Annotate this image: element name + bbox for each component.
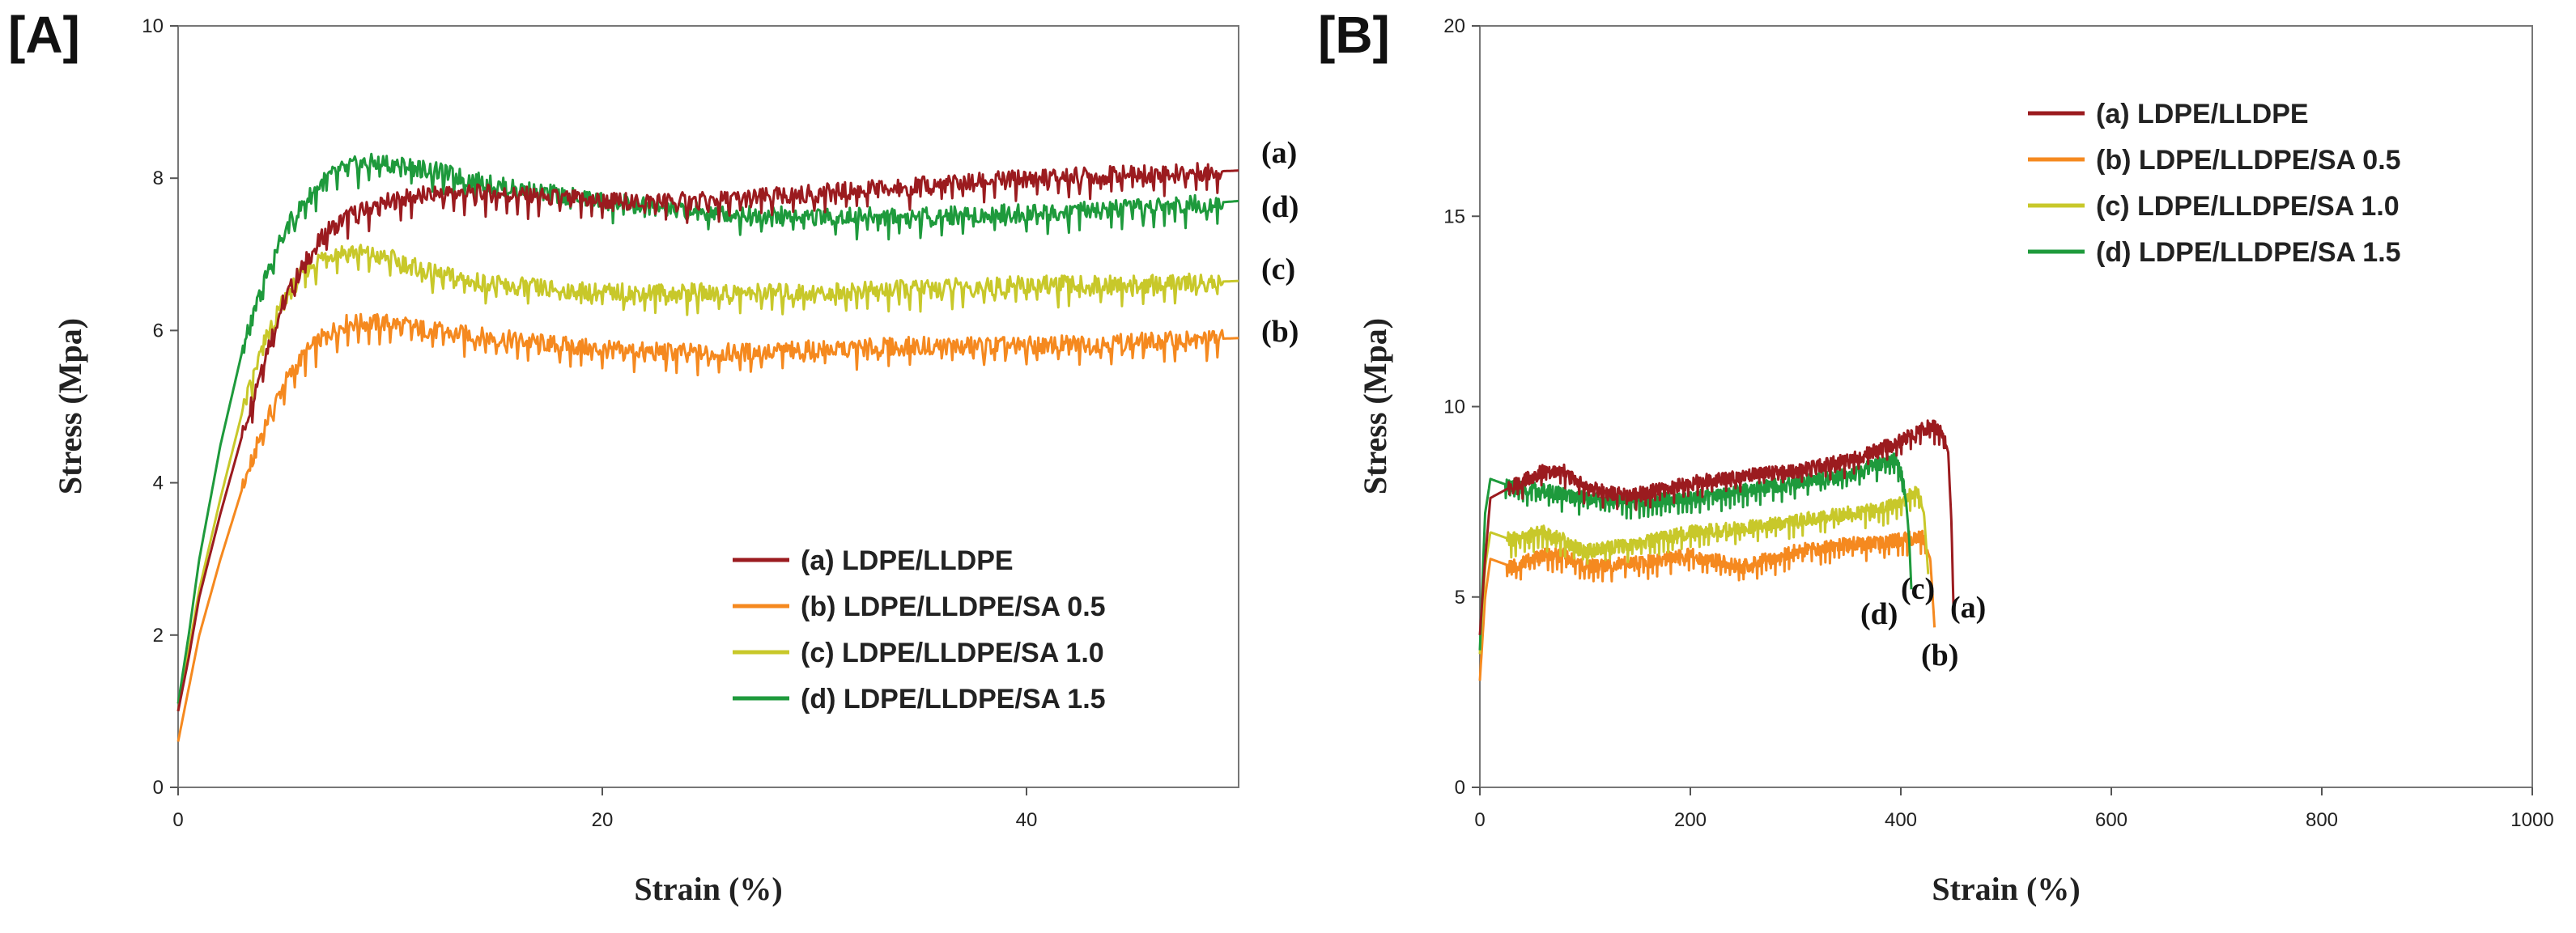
series-line-c xyxy=(176,244,1239,712)
series-line-a xyxy=(176,162,1239,712)
y-tick-label: 10 xyxy=(1443,397,1465,418)
x-tick-label: 1000 xyxy=(2510,809,2553,831)
series-line-a xyxy=(1478,419,1955,635)
curve-label-c: (c) xyxy=(1901,572,1935,606)
y-tick-label: 6 xyxy=(153,320,164,341)
legend: (a) LDPE/LLDPE (b) LDPE/LLDPE/SA 0.5 (c) L… xyxy=(733,545,1106,715)
panel-a: [A] 0 2 4 6 8 10 0 20 40 Strain (%) Stress (Mpa) (a… xyxy=(8,6,1299,907)
y-axis-title: Stress (Mpa) xyxy=(52,318,88,494)
x-tick-label: 20 xyxy=(592,809,614,831)
y-tick-label: 0 xyxy=(1455,777,1465,799)
y-tick-label: 0 xyxy=(153,777,164,799)
curve-label-a: (a) xyxy=(1261,136,1297,170)
curve-label-c: (c) xyxy=(1261,252,1295,286)
legend: (a) LDPE/LLDPE (b) LDPE/LLDPE/SA 0.5 (c) L… xyxy=(2028,99,2401,268)
x-tick-label: 600 xyxy=(2095,809,2128,831)
x-tick-label: 200 xyxy=(1674,809,1707,831)
y-axis-title: Stress (Mpa) xyxy=(1357,318,1393,494)
y-tick-label: 4 xyxy=(153,473,164,494)
series-line-d xyxy=(176,152,1239,704)
x-tick-label: 0 xyxy=(172,809,183,831)
panel-b-label: [B] xyxy=(1318,6,1390,64)
curve-label-b: (b) xyxy=(1921,638,1958,672)
legend-entry-a: (a) LDPE/LLDPE xyxy=(2096,99,2309,129)
x-tick-label: 400 xyxy=(1885,809,1917,831)
legend-entry-b: (b) LDPE/LLDPE/SA 0.5 xyxy=(2096,145,2401,176)
legend-entry-b: (b) LDPE/LLDPE/SA 0.5 xyxy=(801,592,1106,622)
legend-entry-d: (d) LDPE/LLDPE/SA 1.5 xyxy=(2096,237,2401,268)
curve-label-a: (a) xyxy=(1950,591,1986,625)
legend-entry-d: (d) LDPE/LLDPE/SA 1.5 xyxy=(801,684,1106,715)
series-line-c xyxy=(1478,486,1930,655)
curve-label-b: (b) xyxy=(1261,315,1299,349)
curve-label-d: (d) xyxy=(1261,190,1299,224)
curve-label-d: (d) xyxy=(1860,597,1898,631)
x-axis-title: Strain (%) xyxy=(1932,871,2080,907)
plot-frame xyxy=(1479,25,2533,788)
legend-entry-c: (c) LDPE/LLDPE/SA 1.0 xyxy=(2096,191,2400,222)
legend-entry-c: (c) LDPE/LLDPE/SA 1.0 xyxy=(801,638,1104,668)
series-line-b xyxy=(176,312,1239,742)
y-tick-label: 15 xyxy=(1443,206,1465,227)
y-tick-label: 2 xyxy=(153,625,164,647)
y-tick-label: 5 xyxy=(1455,587,1465,609)
plot-frame xyxy=(177,25,1239,788)
y-tick-label: 10 xyxy=(142,15,164,37)
x-tick-label: 40 xyxy=(1016,809,1038,831)
x-axis-title: Strain (%) xyxy=(634,871,782,907)
panel-a-label: [A] xyxy=(8,6,80,64)
x-tick-label: 800 xyxy=(2306,809,2338,831)
legend-entry-a: (a) LDPE/LLDPE xyxy=(801,545,1014,576)
y-tick-label: 8 xyxy=(153,168,164,189)
y-tick-label: 20 xyxy=(1443,15,1465,37)
series-line-b xyxy=(1478,529,1936,681)
x-tick-label: 0 xyxy=(1474,809,1485,831)
